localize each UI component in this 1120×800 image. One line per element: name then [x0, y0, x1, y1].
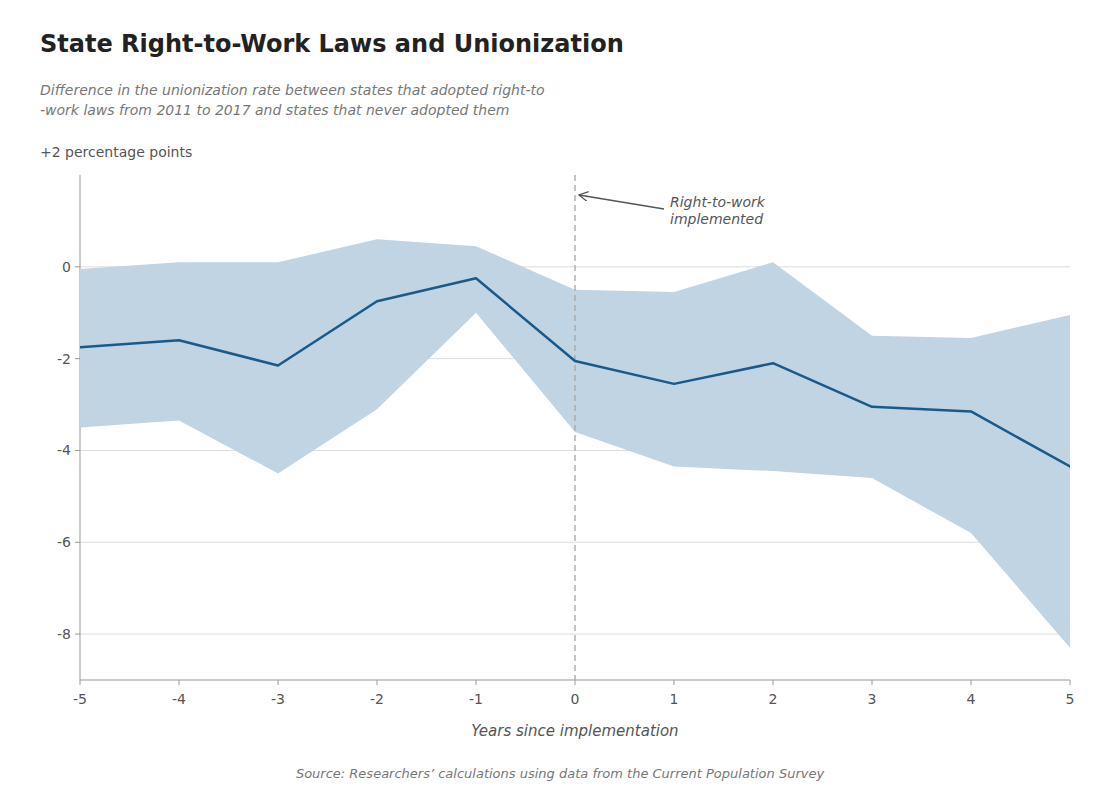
chart: State Right-to-Work Laws and Unionizatio…	[0, 0, 1120, 800]
y-axis-label: +2 percentage points	[40, 144, 192, 160]
x-tick-label: -5	[73, 691, 87, 707]
x-tick-label: -4	[172, 691, 186, 707]
x-tick-label: -3	[271, 691, 285, 707]
x-tick-label: 0	[571, 691, 580, 707]
x-tick	[1070, 680, 1071, 685]
y-tick-label: -4	[57, 442, 71, 458]
y-tick	[75, 266, 80, 267]
x-tick	[80, 680, 81, 685]
y-tick	[75, 634, 80, 635]
x-tick	[575, 680, 576, 685]
source: Source: Researchers’ calculations using …	[296, 766, 825, 781]
y-tick-label: -8	[57, 626, 71, 642]
x-tick-label: -1	[469, 691, 483, 707]
x-tick	[971, 680, 972, 685]
x-tick-label: 4	[967, 691, 976, 707]
reference-line	[574, 175, 575, 680]
x-tick-label: 3	[868, 691, 877, 707]
grid-line	[80, 634, 1070, 635]
mean-line	[80, 278, 1070, 466]
x-tick-label: 2	[769, 691, 778, 707]
x-tick	[476, 680, 477, 685]
y-tick	[75, 358, 80, 359]
x-tick-label: 5	[1066, 691, 1075, 707]
annotation-line: implemented	[670, 211, 763, 227]
subtitle: -work laws from 2011 to 2017 and states …	[40, 102, 510, 118]
plot-area	[80, 175, 1070, 680]
x-tick	[773, 680, 774, 685]
x-tick	[278, 680, 279, 685]
annotation-line: Right-to-work	[670, 194, 766, 210]
x-axis-label: Years since implementation	[471, 722, 678, 740]
x-tick-label: -2	[370, 691, 384, 707]
x-tick	[872, 680, 873, 685]
x-tick	[179, 680, 180, 685]
y-tick	[75, 450, 80, 451]
y-tick-label: 0	[62, 259, 71, 275]
y-tick-label: -2	[57, 351, 71, 367]
title: State Right-to-Work Laws and Unionizatio…	[40, 30, 624, 58]
subtitle: Difference in the unionization rate betw…	[40, 82, 545, 98]
grid-line	[80, 542, 1070, 543]
x-tick-label: 1	[670, 691, 679, 707]
x-tick	[377, 680, 378, 685]
annotation: Right-to-workimplemented	[670, 194, 766, 227]
y-tick-label: -6	[57, 534, 71, 550]
annotation-arrow	[579, 195, 664, 209]
y-tick	[75, 542, 80, 543]
x-tick	[674, 680, 675, 685]
